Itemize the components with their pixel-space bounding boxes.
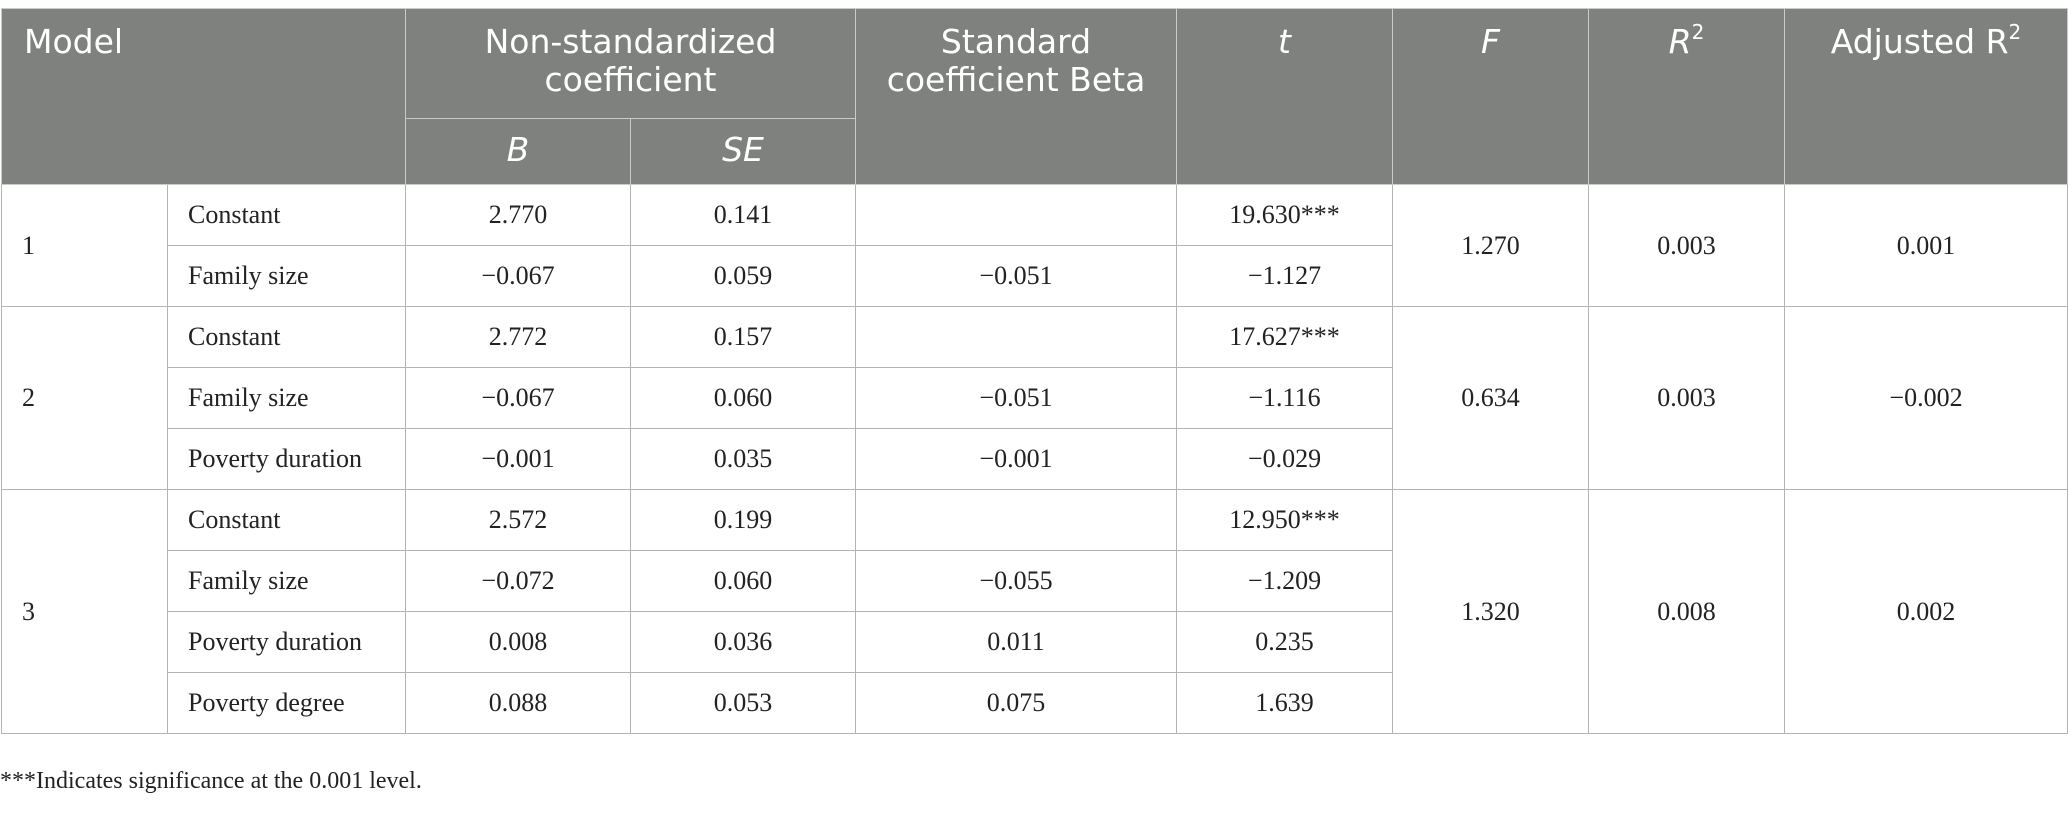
adjusted-r2-cell: 0.001 [1784,184,2068,307]
b-cell: 2.770 [405,184,631,246]
beta-cell: −0.051 [855,245,1177,307]
se-cell: 0.060 [630,367,856,429]
r2-cell: 0.003 [1588,306,1785,490]
b-cell: 2.572 [405,489,631,551]
t-cell: 12.950*** [1176,489,1393,551]
header-t: t [1176,8,1393,185]
beta-cell [855,306,1177,368]
model-number-cell: 1 [1,184,168,307]
beta-cell: −0.055 [855,550,1177,612]
adjusted-r2-cell: 0.002 [1784,489,2068,734]
table-row: Poverty duration 0.008 0.036 0.011 0.235 [2,611,2068,673]
se-cell: 0.141 [630,184,856,246]
beta-cell: −0.051 [855,367,1177,429]
table-row: 2 Constant 2.772 0.157 17.627*** 0.634 0.003 −0… [1,306,2068,490]
table-row: Family size −0.072 0.060 −0.055 −1.209 [2,550,2068,612]
se-cell: 0.157 [630,306,856,368]
predictor-cell: Constant [167,306,406,368]
predictor-cell: Constant [167,489,406,551]
header-standard-beta: Standard coefficient Beta [855,8,1177,185]
predictor-cell: Family size [167,245,406,307]
header-nonstandardized: Non-standardized coefficient [405,8,856,119]
beta-cell [855,489,1177,551]
t-cell: 0.235 [1176,611,1393,673]
se-cell: 0.036 [630,611,856,673]
predictor-cell: Poverty degree [167,672,406,734]
se-cell: 0.199 [630,489,856,551]
se-cell: 0.060 [630,550,856,612]
beta-cell: 0.075 [855,672,1177,734]
b-cell: 0.008 [405,611,631,673]
header-b: B [405,118,631,185]
header-adjusted-r2: Adjusted R2 [1784,8,2068,185]
t-cell: 19.630*** [1176,184,1393,246]
table-row: Poverty duration −0.001 0.035 −0.001 −0.029 [2,428,2068,490]
header-se: SE [630,118,856,185]
r2-cell: 0.008 [1588,489,1785,734]
t-cell: −1.116 [1176,367,1393,429]
t-cell: 1.639 [1176,672,1393,734]
adjusted-r2-cell: −0.002 [1784,306,2068,490]
b-cell: 0.088 [405,672,631,734]
predictor-cell: Poverty duration [167,428,406,490]
table-footnote: ***Indicates significance at the 0.001 l… [0,768,422,794]
header-r2: R2 [1588,8,1785,185]
se-cell: 0.035 [630,428,856,490]
model-number-cell: 3 [1,489,168,734]
beta-cell: 0.011 [855,611,1177,673]
se-cell: 0.053 [630,672,856,734]
f-cell: 0.634 [1392,306,1589,490]
model-number-cell: 2 [1,306,168,490]
t-cell: −1.127 [1176,245,1393,307]
table-header: Model Non-standardized coefficient Stand… [1,8,2068,185]
predictor-cell: Poverty duration [167,611,406,673]
predictor-cell: Constant [167,184,406,246]
predictor-cell: Family size [167,550,406,612]
header-model: Model [1,8,406,185]
table-row: Family size −0.067 0.060 −0.051 −1.116 [2,367,2068,429]
beta-cell [855,184,1177,246]
t-cell: −1.209 [1176,550,1393,612]
predictor-cell: Family size [167,367,406,429]
table-body: 1 Constant 2.770 0.141 19.630*** 1.270 0.003 0.… [1,184,2068,734]
b-cell: −0.072 [405,550,631,612]
table-row: Poverty degree 0.088 0.053 0.075 1.639 [2,672,2068,734]
t-cell: −0.029 [1176,428,1393,490]
b-cell: −0.067 [405,245,631,307]
r2-cell: 0.003 [1588,184,1785,307]
beta-cell: −0.001 [855,428,1177,490]
table-row: 1 Constant 2.770 0.141 19.630*** 1.270 0.003 0.… [1,184,2068,307]
t-cell: 17.627*** [1176,306,1393,368]
b-cell: 2.772 [405,306,631,368]
table-row: 3 Constant 2.572 0.199 12.950*** 1.320 0.008 0.… [1,489,2068,734]
regression-table: Model Non-standardized coefficient Stand… [1,8,2068,734]
se-cell: 0.059 [630,245,856,307]
b-cell: −0.067 [405,367,631,429]
regression-table-container: Model Non-standardized coefficient Stand… [0,8,2068,734]
b-cell: −0.001 [405,428,631,490]
f-cell: 1.270 [1392,184,1589,307]
header-f: F [1392,8,1589,185]
f-cell: 1.320 [1392,489,1589,734]
